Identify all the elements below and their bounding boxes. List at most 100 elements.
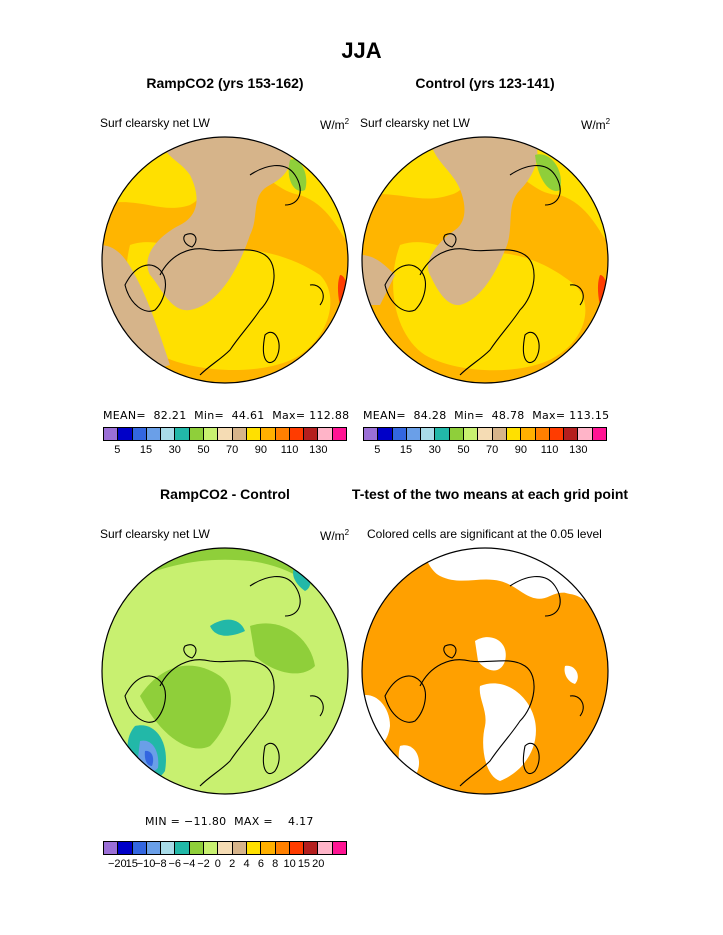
colorbar-tick-label: 2 <box>229 858 236 870</box>
panel-1-field-label: Surf clearsky net LW <box>100 116 210 130</box>
colorbar-tick-label: 70 <box>486 444 499 456</box>
colorbar-tick-label: 50 <box>457 444 470 456</box>
colorbar-tick-label: 90 <box>514 444 527 456</box>
colorbar-swatch <box>378 428 393 440</box>
colorbar-swatch <box>464 428 479 440</box>
colorbar-swatch <box>275 842 290 854</box>
colorbar-swatch <box>118 842 133 854</box>
colorbar-swatch <box>304 428 319 440</box>
panel-3-field-label: Surf clearsky net LW <box>100 527 210 541</box>
colorbar-tick-label: 30 <box>168 444 181 456</box>
colorbar-swatch <box>332 842 347 854</box>
panel-2-tan-arctic <box>428 137 538 306</box>
colorbar-tick-label: 110 <box>540 444 559 456</box>
colorbar-tick-label: 0 <box>214 858 221 870</box>
colorbar-tick-label: −20 <box>108 858 127 870</box>
colorbar-tick-label: −10 <box>136 858 156 870</box>
panel-4-coastlines <box>384 576 584 787</box>
colorbar-swatch <box>132 428 147 440</box>
panel-3-cyan-patch-north <box>210 619 245 636</box>
panel-3-green-region-east <box>250 623 315 674</box>
panel-2-stats: MEAN= 84.28 Min= 48.78 Max= 113.15 <box>363 409 610 422</box>
colorbar-tick-label: 8 <box>272 858 279 870</box>
colorbar-tick-label: 15 <box>399 444 413 456</box>
panel-1-tan-arctic <box>147 137 291 311</box>
colorbar-swatch <box>318 842 333 854</box>
panel-4-field-label: Colored cells are significant at the 0.0… <box>367 527 602 541</box>
colorbar-swatch <box>146 428 162 440</box>
panel-3-colorbar-ticks: −20 15 −10 −8 −6 −4 −2 0 2 4 6 8 10 15 20 <box>103 858 347 872</box>
colorbar-tick-label: 15 <box>125 858 138 870</box>
colorbar-swatch <box>535 428 550 440</box>
colorbar-tick-label: 110 <box>280 444 299 456</box>
panel-3-units: W/m2 <box>320 528 350 543</box>
panel-1-stats: MEAN= 82.21 Min= 44.61 Max= 112.88 <box>103 409 350 422</box>
panel-4-nonsignificant-east <box>564 665 578 684</box>
colorbar-tick-label: 15 <box>297 858 311 870</box>
colorbar-swatch <box>232 428 247 440</box>
colorbar-tick-label: −4 <box>182 858 196 870</box>
panel-4-nonsignificant-south <box>479 683 536 781</box>
colorbar-swatch <box>246 842 262 854</box>
colorbar-swatch <box>161 842 176 854</box>
colorbar-swatch <box>421 428 436 440</box>
panel-3-stats: MIN = −11.80 MAX = 4.17 <box>145 815 314 828</box>
colorbar-swatch <box>118 428 133 440</box>
colorbar-tick-label: −8 <box>154 858 167 870</box>
panel-2-field-label: Surf clearsky net LW <box>360 116 470 130</box>
panel-3-green-region-center <box>140 665 231 749</box>
colorbar-swatch <box>104 842 119 854</box>
panel-3-colorbar <box>103 841 347 855</box>
colorbar-tick-label: 10 <box>283 858 296 870</box>
colorbar-swatch <box>218 428 233 440</box>
colorbar-swatch <box>564 428 579 440</box>
colorbar-swatch <box>578 428 593 440</box>
colorbar-swatch <box>104 428 119 440</box>
panel-2-polar-map <box>361 136 609 384</box>
panel-3-polar-map <box>101 547 349 795</box>
colorbar-swatch <box>175 842 190 854</box>
colorbar-tick-label: 20 <box>312 858 325 870</box>
panel-1-green-patch <box>288 159 307 191</box>
colorbar-swatch <box>189 428 205 440</box>
colorbar-tick-label: 50 <box>197 444 210 456</box>
panel-2-coastlines <box>384 165 584 376</box>
panel-2-units: W/m2 <box>581 117 611 132</box>
panel-2-title: Control (yrs 123-141) <box>415 75 555 91</box>
colorbar-swatch <box>204 842 219 854</box>
colorbar-swatch <box>246 428 262 440</box>
panel-1-polar-map <box>101 136 349 384</box>
colorbar-swatch <box>406 428 422 440</box>
panel-2-colorbar-ticks: 5 15 30 50 70 90 110 130 <box>363 444 607 458</box>
colorbar-tick-label: 5 <box>114 444 121 456</box>
colorbar-swatch <box>392 428 407 440</box>
panel-2-red-patch <box>597 275 608 320</box>
colorbar-swatch <box>478 428 493 440</box>
colorbar-swatch <box>175 428 190 440</box>
panel-4-significance-map <box>361 547 609 795</box>
panel-2-colorbar <box>363 427 607 441</box>
colorbar-swatch <box>592 428 607 440</box>
colorbar-swatch <box>521 428 536 440</box>
colorbar-swatch <box>161 428 176 440</box>
colorbar-swatch <box>332 428 347 440</box>
colorbar-swatch <box>261 428 276 440</box>
panel-1-colorbar-ticks: 5 15 30 50 70 90 110 130 <box>103 444 347 458</box>
panel-4-title: T-test of the two means at each grid poi… <box>351 486 629 502</box>
panel-1-units: W/m2 <box>320 117 350 132</box>
colorbar-swatch <box>132 842 147 854</box>
colorbar-tick-label: −6 <box>168 858 182 870</box>
colorbar-tick-label: 130 <box>569 444 588 456</box>
panel-3-cyan-patch-east <box>293 566 311 591</box>
colorbar-swatch <box>275 428 290 440</box>
colorbar-swatch <box>506 428 522 440</box>
colorbar-swatch <box>304 842 319 854</box>
panel-1-coastlines <box>124 165 324 376</box>
colorbar-swatch <box>204 428 219 440</box>
panel-3-title: RampCO2 - Control <box>160 486 290 502</box>
panel-3-coastlines <box>124 576 324 787</box>
colorbar-swatch <box>492 428 507 440</box>
colorbar-swatch <box>289 428 305 440</box>
panel-3-blue-patch <box>144 750 154 766</box>
colorbar-swatch <box>146 842 162 854</box>
